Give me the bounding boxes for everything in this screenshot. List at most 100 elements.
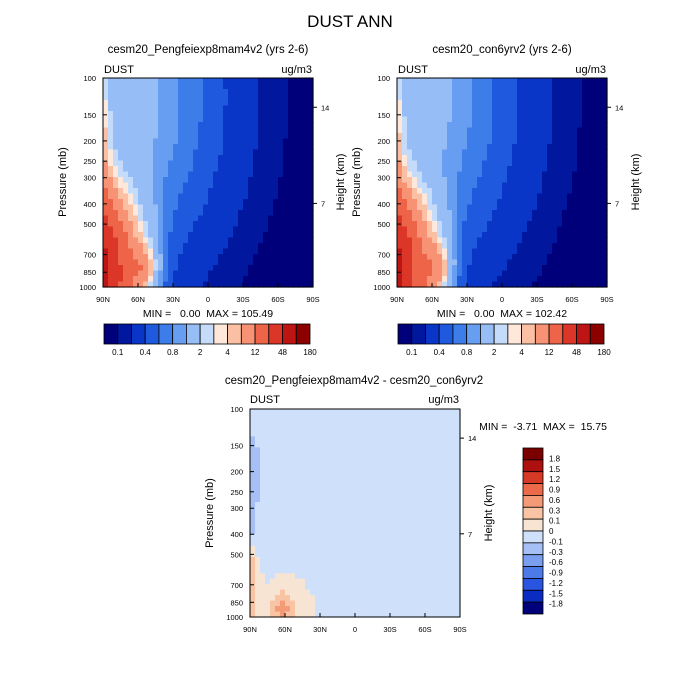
panel-3-cell [320, 567, 326, 574]
panel-1-cell [218, 89, 224, 96]
panel-3-colorbar-box [522, 554, 544, 567]
panel-3-cell [325, 573, 331, 580]
panel-1-cell [203, 94, 209, 101]
panel-2-cell [532, 276, 538, 283]
panel-2-cell [567, 237, 573, 244]
panel-3-cell [410, 540, 416, 547]
panel-2-cell [582, 182, 588, 189]
panel-1-cell [188, 215, 194, 222]
panel-1-cell [153, 83, 159, 90]
panel-3-cell [410, 485, 416, 492]
panel-2-cell [407, 155, 413, 162]
panel-1-cell [178, 105, 184, 112]
panel-3-cell [370, 452, 376, 459]
panel-1-cell [233, 155, 239, 162]
panel-3-cell [255, 529, 261, 536]
panel-1-cell [303, 254, 309, 261]
panel-1-cell [113, 248, 119, 255]
panel-1-cell [158, 83, 164, 90]
panel-1-cell [103, 138, 109, 145]
panel-2-cell [457, 276, 463, 283]
panel-2-cell [542, 270, 548, 277]
panel-2-cell [562, 116, 568, 123]
panel-2-cell [582, 138, 588, 145]
panel-1-cell [293, 193, 299, 200]
panel-3-cell [270, 567, 276, 574]
panel-3-cell [395, 540, 401, 547]
panel-3-cell [280, 600, 286, 607]
panel-2-cell [477, 171, 483, 178]
panel-2-colorbar-box [521, 323, 536, 345]
panel-1-cell [208, 210, 214, 217]
panel-3-cell [305, 523, 311, 531]
panel-2-cell [472, 270, 478, 277]
panel-3-cell [280, 589, 286, 596]
panel-2-cell [482, 243, 488, 250]
panel-3-cell [345, 502, 351, 509]
panel-1-cell [198, 210, 204, 217]
panel-3-colorbar-box [522, 483, 544, 496]
panel-3-cell [250, 529, 256, 536]
panel-1-cell [293, 270, 299, 277]
panel-2-cell [507, 111, 513, 118]
panel-1-cell [293, 149, 299, 156]
panel-2-cell [512, 204, 518, 211]
panel-1-cell [188, 243, 194, 250]
panel-1-cell [218, 254, 224, 261]
panel-2-cell [547, 281, 553, 288]
panel-3-cell [370, 611, 376, 618]
panel-3-cell [305, 578, 311, 585]
panel-3-cell [345, 567, 351, 574]
panel-1-cell [188, 166, 194, 173]
panel-1-cell [263, 237, 269, 244]
panel-1-cell [168, 226, 174, 233]
panel-2-cell [557, 248, 563, 255]
panel-3-cell [365, 600, 371, 607]
panel-1-cell [158, 204, 164, 211]
panel-3-cell [300, 562, 306, 569]
panel-2-cell [447, 204, 453, 211]
panel-1-cell [183, 243, 189, 250]
panel-2-cell [552, 116, 558, 123]
panel-3-cell [410, 436, 416, 443]
panel-3-cell [315, 534, 321, 541]
panel-1-cell [103, 254, 109, 261]
panel-2-cell [472, 171, 478, 178]
panel-3-cell [305, 513, 311, 520]
panel-3-cell [420, 545, 426, 552]
panel-2-cell [507, 171, 513, 178]
panel-3-cell [330, 534, 336, 541]
panel-1-cell [118, 281, 124, 288]
panel-1-cell [273, 171, 279, 178]
panel-3-cell [425, 430, 431, 437]
panel-1-cell [258, 281, 264, 288]
panel-1-cell [178, 149, 184, 156]
panel-2-cell [587, 199, 593, 206]
panel-3-cell [405, 452, 411, 459]
panel-1-cell [238, 89, 244, 96]
panel-1-cell [173, 133, 179, 140]
panel-3-cell [280, 567, 286, 574]
panel-2-cell [487, 237, 493, 244]
panel-2-cell [507, 83, 513, 90]
panel-3-cell [385, 595, 391, 602]
panel-1-cell [238, 210, 244, 217]
panel-3-cell [385, 507, 391, 514]
panel-1-cell [103, 133, 109, 140]
panel-2-cell [557, 166, 563, 173]
panel-3-cell [365, 534, 371, 541]
panel-3-cell [295, 545, 301, 552]
panel-3-cell [275, 562, 281, 569]
panel-2-cell [437, 276, 443, 283]
panel-3-cell [445, 496, 451, 503]
panel-1-cell [178, 177, 184, 184]
panel-3-cell [385, 430, 391, 437]
panel-2-cell [412, 182, 418, 189]
panel-2-cell [422, 111, 428, 118]
panel-2-cell [397, 171, 403, 178]
panel-2-cell [562, 171, 568, 178]
panel-2-cell [397, 281, 403, 288]
panel-2-cell [597, 276, 603, 283]
panel-3-cell [315, 430, 321, 437]
panel-1-cell [108, 221, 114, 228]
